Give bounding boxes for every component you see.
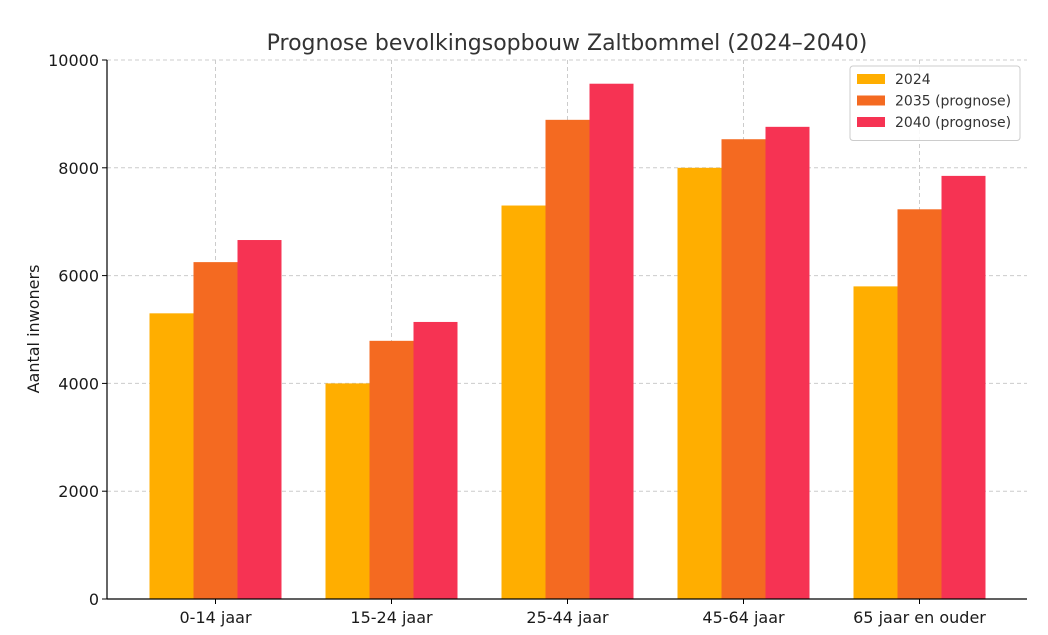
bar xyxy=(545,119,590,599)
x-tick-label: 0-14 jaar xyxy=(179,608,251,627)
y-tick-label: 0 xyxy=(89,590,99,609)
legend-label: 2035 (prognose) xyxy=(895,94,1011,110)
bar xyxy=(589,83,634,599)
x-tick-label: 65 jaar en ouder xyxy=(853,608,986,627)
bar xyxy=(853,286,898,599)
legend-swatch xyxy=(857,95,885,106)
legend-box xyxy=(849,65,1021,141)
y-tick-label: 10000 xyxy=(48,51,99,70)
x-tick-label: 25-44 jaar xyxy=(526,608,609,627)
bar xyxy=(149,313,194,599)
bar xyxy=(765,126,810,599)
bar xyxy=(325,383,370,599)
legend-swatch xyxy=(857,74,885,84)
bar xyxy=(369,340,414,599)
y-tick-label: 4000 xyxy=(58,374,99,393)
bar xyxy=(501,205,546,599)
bar xyxy=(941,175,986,599)
bar xyxy=(721,139,766,599)
y-tick-label: 6000 xyxy=(58,267,99,286)
bar xyxy=(193,262,238,599)
legend-label: 2040 (prognose) xyxy=(895,115,1011,131)
legend: 2024 2035 (prognose) 2040 (prognose) xyxy=(849,65,1021,141)
y-axis-label: Aantal inwoners xyxy=(24,265,43,394)
bar xyxy=(897,209,942,600)
bar xyxy=(413,321,458,599)
legend-label: 2024 xyxy=(895,72,931,88)
bars xyxy=(149,83,986,600)
x-tick-label: 45-64 jaar xyxy=(702,608,785,627)
y-tick-label: 2000 xyxy=(58,482,99,501)
bar xyxy=(237,240,282,599)
y-tick-label: 8000 xyxy=(58,159,99,178)
x-tick-label: 15-24 jaar xyxy=(350,608,433,627)
bar xyxy=(677,167,722,600)
tick-labels: 0 2000 4000 6000 8000 10000 0-14 jaar 15-24 jaa… xyxy=(48,51,986,627)
legend-swatch xyxy=(857,117,885,127)
chart-title: Prognose bevolkingsopbouw Zaltbommel (20… xyxy=(267,31,868,56)
